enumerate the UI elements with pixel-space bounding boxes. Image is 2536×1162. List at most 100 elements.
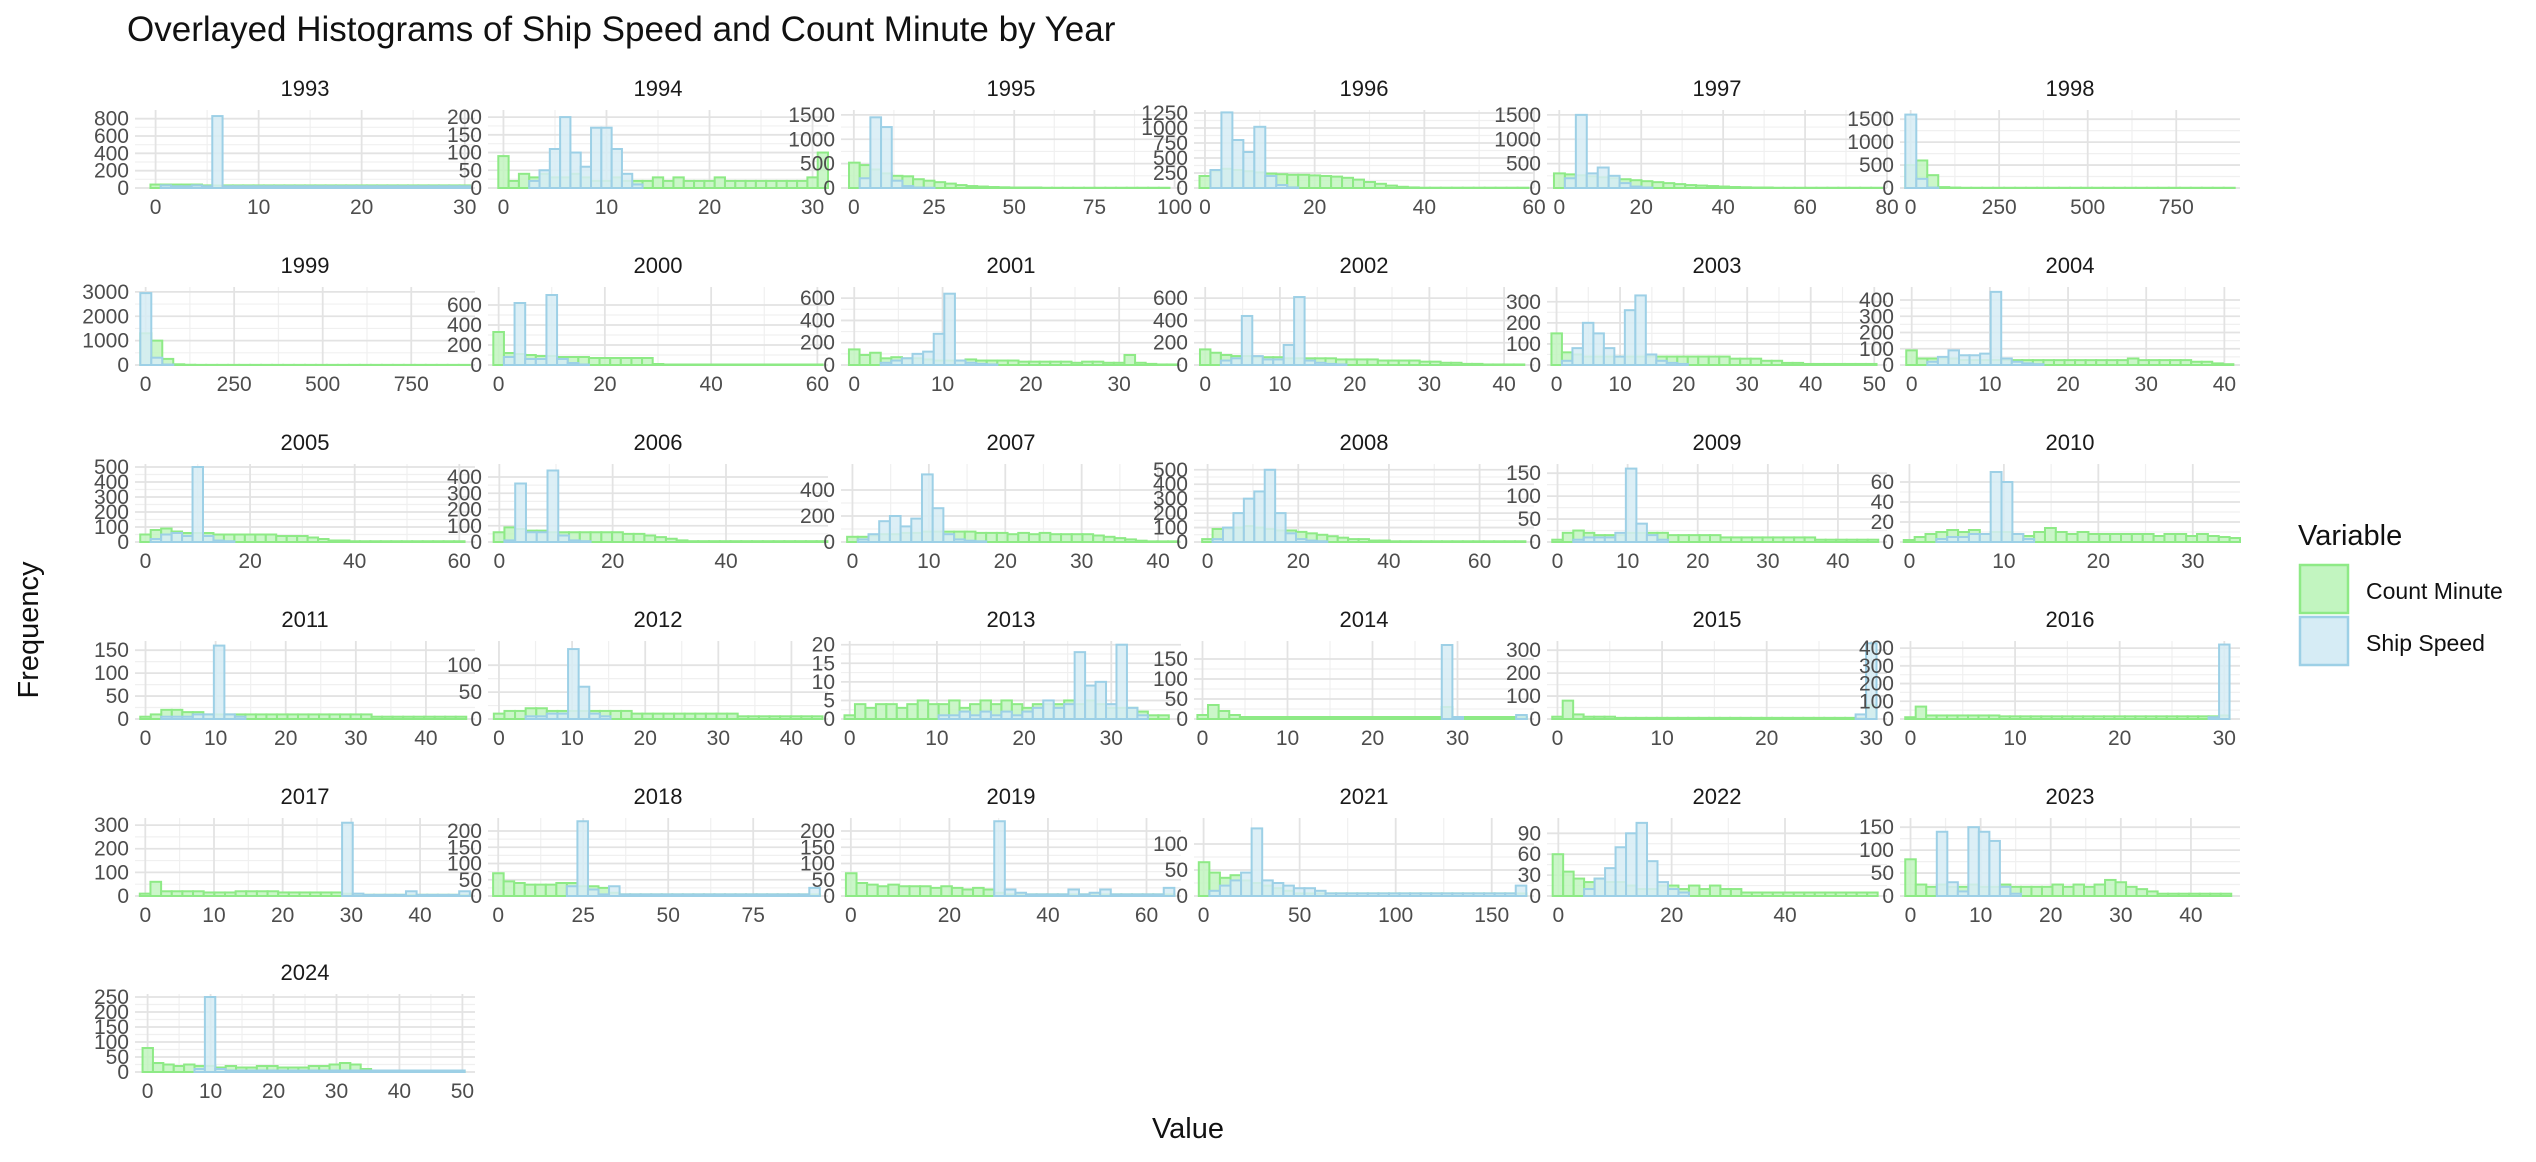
histogram-bar [591,128,601,188]
histogram-bar [1378,361,1388,365]
histogram-bar [695,714,706,719]
histogram-bar [1689,535,1700,542]
histogram-bar [1326,364,1336,365]
histogram-bar [1917,359,1928,366]
histogram-bar [374,895,385,896]
histogram-bar [1656,361,1666,365]
histogram-bar [372,717,383,719]
histogram-bar [580,541,591,542]
histogram-bar [377,186,387,188]
x-tick-label: 75 [742,904,765,927]
histogram-bar [1905,115,1916,188]
histogram-bar [741,541,752,542]
histogram-bar [1565,178,1576,188]
histogram-bar [1970,355,1981,365]
histogram-bar [997,533,1008,542]
histogram-bar [788,894,799,896]
x-tick-label: 100 [1378,904,1413,927]
histogram-bar [714,894,725,896]
x-tick-label: 40 [414,727,437,750]
histogram-bar [623,534,634,542]
x-tick-label: 30 [2109,904,2132,927]
histogram-bar [2052,885,2063,896]
y-tick-label: 200 [1506,662,1541,685]
histogram-bar [454,541,464,542]
histogram-bar [780,365,791,366]
histogram-bar [1674,184,1685,188]
histogram-bar [1262,880,1273,896]
x-tick-label: 40 [1036,904,1059,927]
histogram-bar [715,177,725,188]
histogram-bar [1793,363,1803,365]
histogram-bar [1232,140,1243,188]
facet-title-1999: 1999 [281,253,330,278]
x-tick-label: 10 [1978,373,2001,396]
histogram-bar [402,541,412,542]
histogram-bar [2052,716,2062,719]
histogram-bar [2143,534,2154,542]
facet-title-1997: 1997 [1693,76,1742,101]
y-tick-label: 400 [800,479,835,502]
histogram-bar [540,170,550,188]
histogram-bar [609,886,620,896]
chart-title: Overlayed Histograms of Ship Speed and C… [127,10,1116,49]
histogram-bar [911,519,922,542]
histogram-bar [1761,361,1771,365]
histogram-bar [1452,541,1462,542]
histogram-bar [1367,359,1377,365]
histogram-bar [653,714,664,719]
histogram-bar [928,704,938,719]
histogram-bar [1442,541,1452,542]
y-tick-label: 800 [94,108,129,131]
histogram-bar [858,539,869,542]
histogram-bar [791,365,802,366]
facet-title-2024: 2024 [281,960,330,985]
histogram-bar [1037,894,1048,896]
x-tick-label: 20 [2056,373,2079,396]
histogram-bar [363,895,374,896]
histogram-bar [1551,333,1561,365]
histogram-bar [203,536,213,542]
histogram-bar [1379,541,1389,542]
histogram-bar [999,187,1010,188]
histogram-bar [1978,715,1988,719]
histogram-bar [1814,718,1824,719]
histogram-bar [2114,716,2124,719]
histogram-bar [902,186,913,188]
histogram-bar [1688,718,1698,719]
histogram-bar [361,1071,371,1073]
series-ship-speed [1927,292,2043,365]
histogram-bar [897,708,907,719]
x-tick-label: 25 [922,196,945,219]
histogram-bar [1421,717,1432,719]
histogram-bar [1916,179,1927,188]
histogram-bar [685,714,696,719]
histogram-bar [1357,717,1368,719]
histogram-bar [1296,539,1306,542]
histogram-bar [1346,717,1357,719]
y-tick-label: 400 [1153,309,1188,332]
facet-title-2023: 2023 [2046,784,2095,809]
histogram-bar [956,185,967,188]
histogram-bar [997,361,1008,365]
histogram-bar [610,358,621,365]
facet-grid [1900,110,2240,188]
histogram-bar [140,293,151,365]
facet-title-2012: 2012 [634,607,683,632]
histogram-bar [970,715,980,719]
histogram-bar [2137,889,2148,896]
x-axis-label: Value [1152,1113,1224,1145]
histogram-bar [1242,316,1252,365]
histogram-bar [308,538,318,543]
histogram-bar [1927,362,1938,365]
y-tick-label: 20 [1871,511,1894,534]
histogram-bar [2104,716,2114,719]
histogram-bar [382,717,393,719]
histogram-bar [1905,717,1915,719]
histogram-bar [1135,363,1146,365]
histogram-bar [1100,890,1111,897]
facet-title-1994: 1994 [634,76,683,101]
